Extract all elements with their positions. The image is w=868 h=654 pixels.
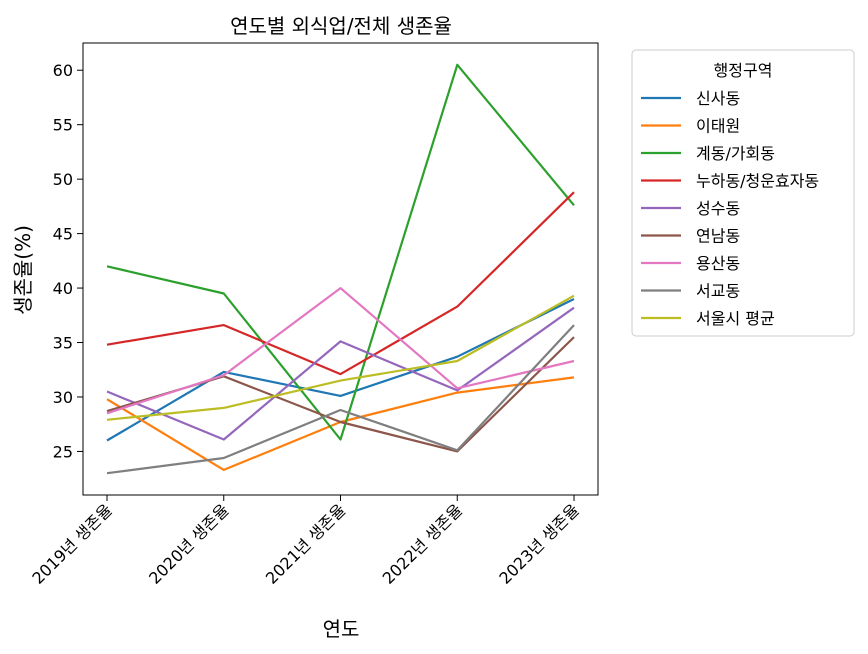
chart-title: 연도별 외식업/전체 생존율	[230, 14, 452, 38]
x-axis-label: 연도	[323, 617, 360, 641]
legend-title: 행정구역	[714, 61, 773, 80]
y-axis-label: 생존율(%)	[11, 225, 35, 315]
plot-frame	[82, 42, 599, 496]
legend-label: 연남동	[696, 227, 740, 246]
legend-label: 계동/가회동	[696, 144, 775, 163]
series-line-8	[106, 324, 575, 475]
series-line-5	[106, 306, 575, 441]
legend-label: 성수동	[696, 199, 740, 218]
y-tick-label: 35	[53, 334, 73, 353]
y-tick-label: 50	[53, 170, 73, 189]
y-tick-label: 40	[53, 279, 73, 298]
y-tick-label: 55	[53, 116, 73, 135]
y-tick-label: 60	[53, 61, 73, 80]
x-tick-label: 2021년 생존율	[262, 500, 349, 587]
x-tick-label: 2020년 생존율	[145, 500, 232, 587]
series-line-3	[106, 63, 575, 441]
legend-label: 서교동	[696, 282, 740, 301]
legend-label: 이태원	[696, 117, 740, 136]
series-line-7	[106, 287, 575, 415]
series-line-1	[106, 298, 575, 442]
legend-frame	[631, 49, 855, 337]
plot-lines	[106, 63, 575, 475]
legend-label: 신사동	[696, 89, 740, 108]
x-axis-ticks: 2019년 생존율 2020년 생존율 2021년 생존율 2022년 생존율 2023…	[28, 495, 583, 588]
legend: 행정구역 신사동이태원계동/가회동누하동/청운효자동성수동연남동용산동서교동서울…	[631, 49, 855, 337]
legend-label: 누하동/청운효자동	[696, 172, 819, 191]
x-tick-label: 2023년 생존율	[495, 500, 582, 587]
y-axis-ticks: 25 30 35 40 45 50 55 60	[53, 61, 83, 461]
y-tick-label: 25	[53, 442, 73, 461]
x-tick-label: 2019년 생존율	[28, 500, 115, 587]
legend-label: 서울시 평균	[696, 309, 775, 328]
y-tick-label: 30	[53, 388, 73, 407]
y-tick-label: 45	[53, 225, 73, 244]
series-line-6	[106, 336, 575, 453]
x-tick-label: 2022년 생존율	[379, 500, 466, 587]
series-line-9	[106, 294, 575, 421]
legend-label: 용산동	[696, 254, 740, 273]
series-line-4	[106, 191, 575, 376]
